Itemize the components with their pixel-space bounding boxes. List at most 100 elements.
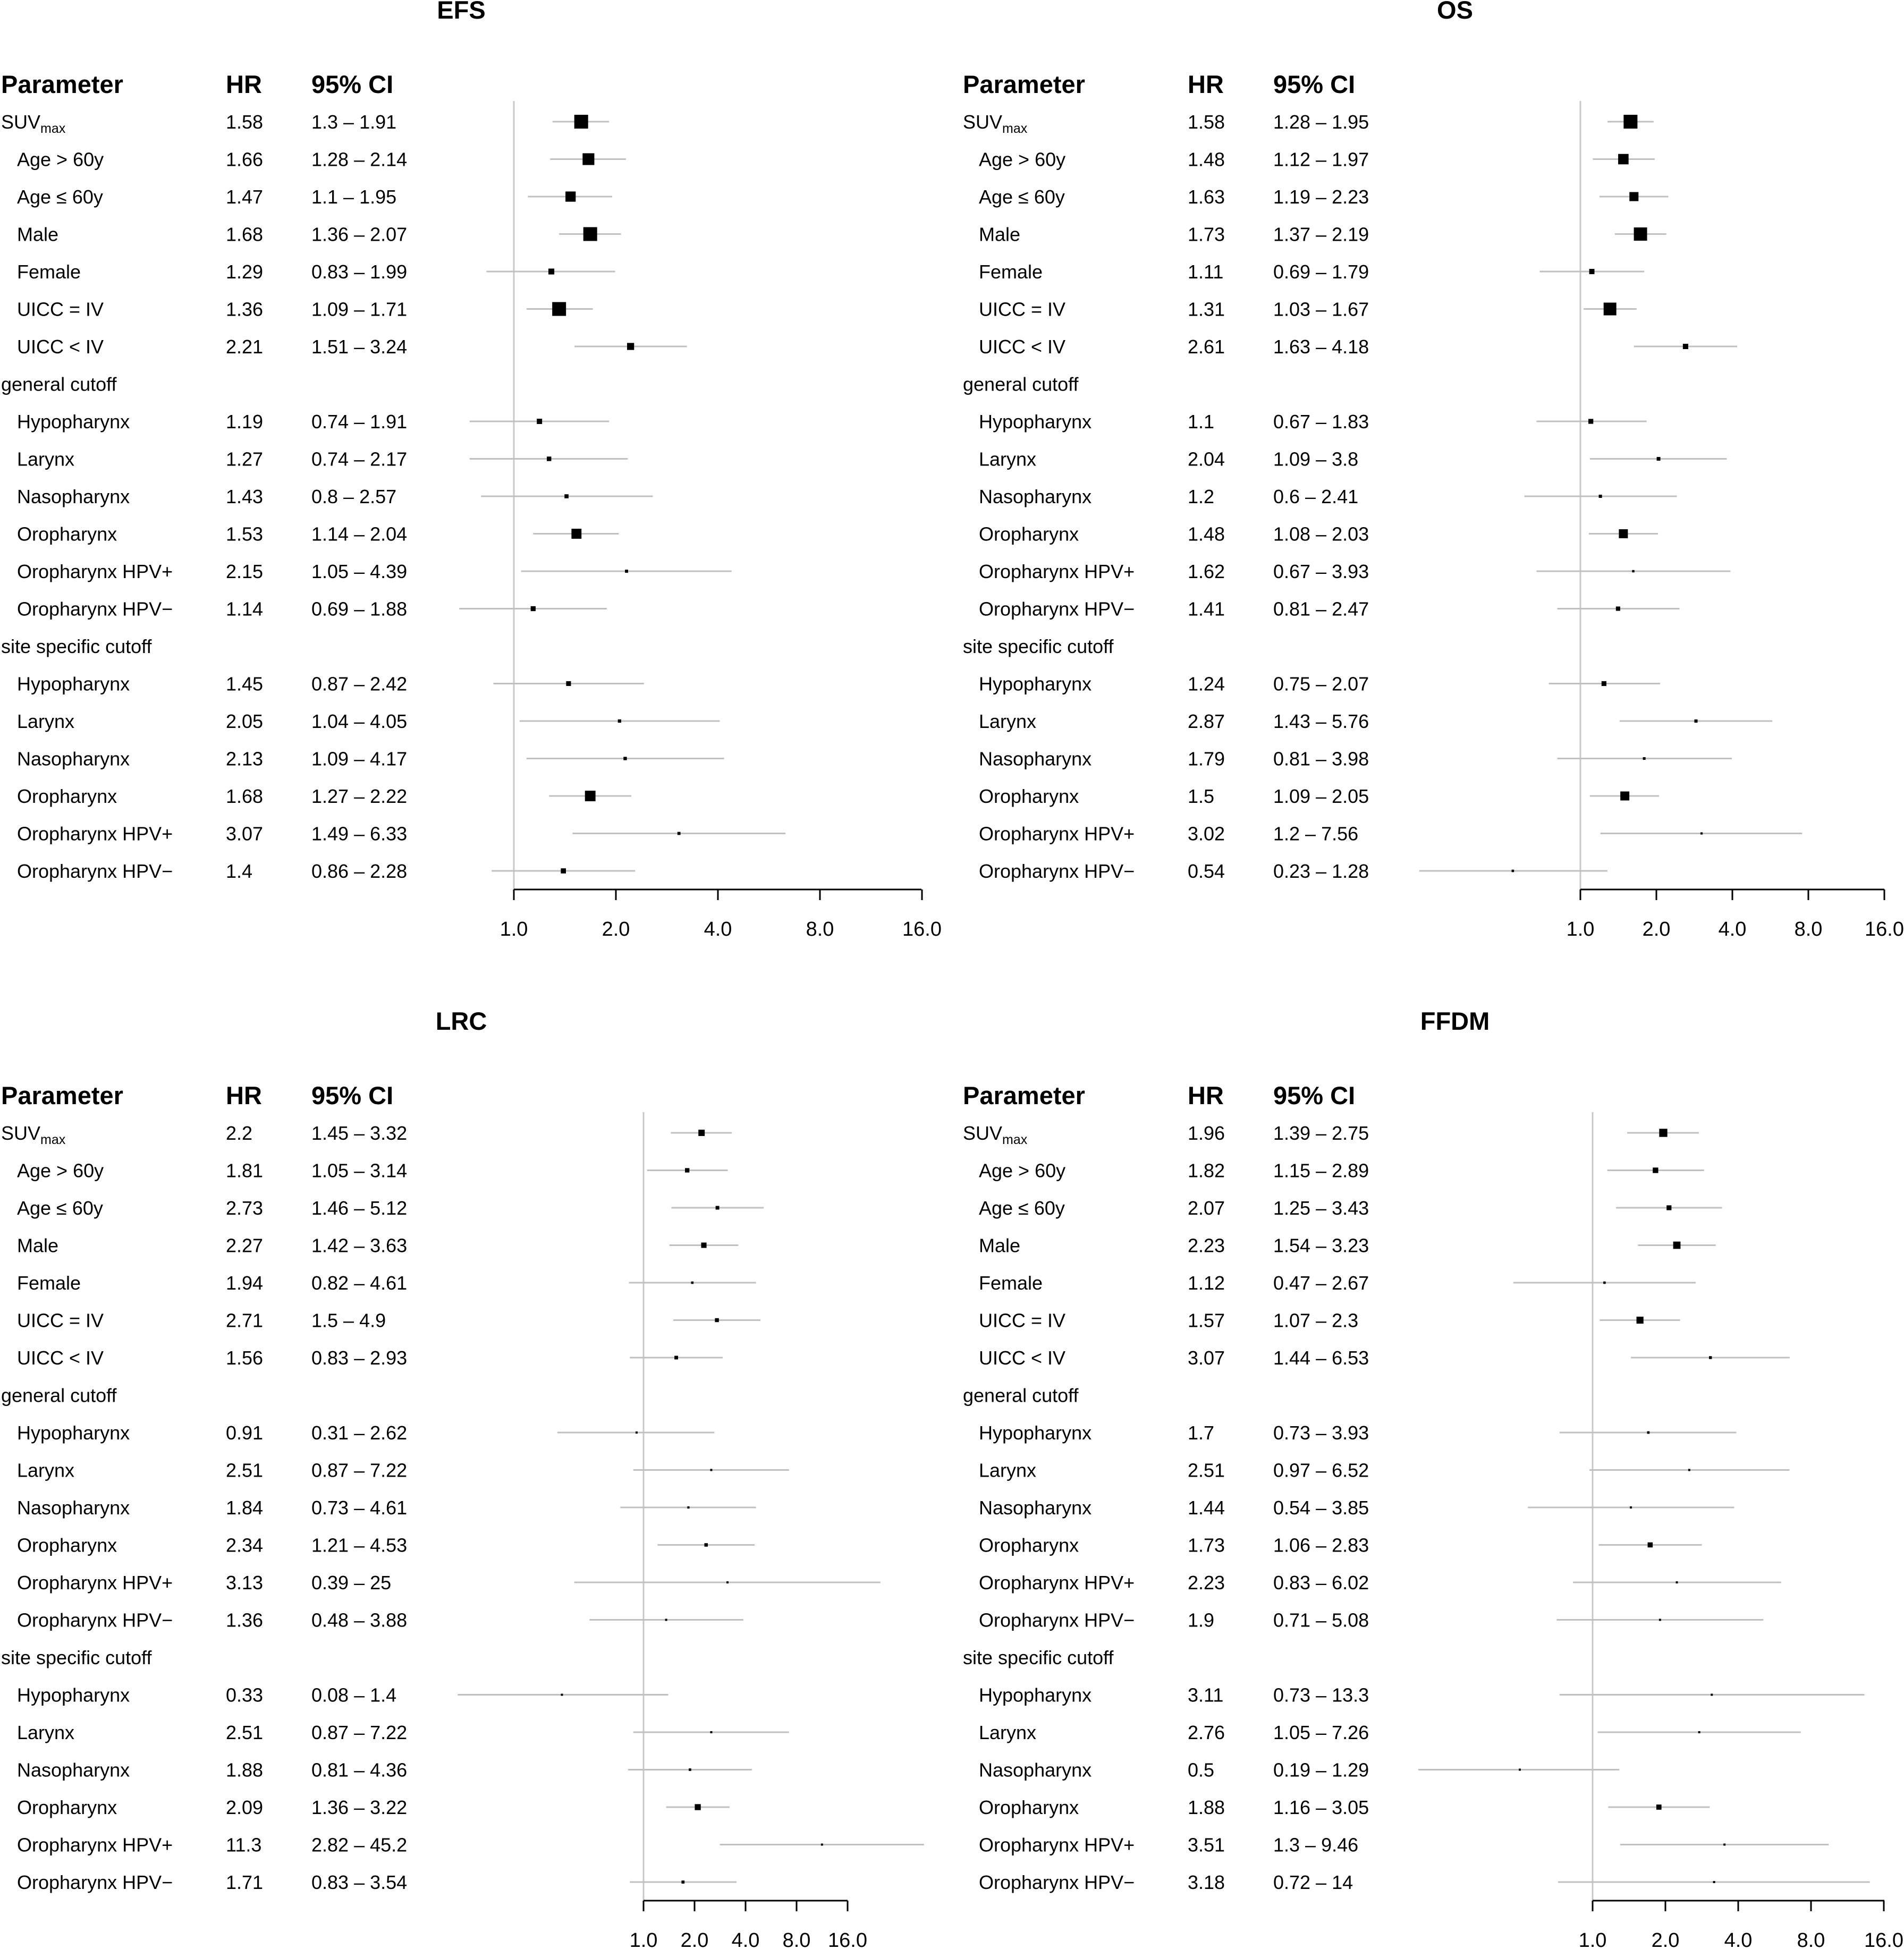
- estimate-box: [1598, 494, 1602, 498]
- x-tick-label: 1.0: [630, 1929, 658, 1949]
- estimate-box: [1588, 419, 1594, 424]
- row-label: Male: [17, 224, 58, 245]
- header-ci: 95% CI: [311, 1081, 393, 1109]
- hr-value: 1.41: [1188, 598, 1225, 620]
- ci-value: 0.73 – 13.3: [1273, 1684, 1369, 1706]
- section-label: site specific cutoff: [1, 635, 152, 657]
- x-tick-label: 8.0: [783, 1929, 811, 1949]
- hr-value: 2.87: [1188, 710, 1225, 732]
- estimate-box: [582, 153, 595, 165]
- estimate-box: [1511, 869, 1514, 872]
- ci-value: 0.83 – 3.54: [311, 1871, 407, 1893]
- ci-value: 0.81 – 2.47: [1273, 598, 1369, 620]
- estimate-box: [546, 456, 552, 461]
- row-label: Oropharynx HPV+: [979, 1834, 1135, 1856]
- hr-value: 1.63: [1188, 186, 1225, 208]
- row-label: Nasopharynx: [979, 1497, 1091, 1519]
- row-label: Oropharynx HPV−: [17, 860, 173, 882]
- estimate-box: [1708, 1356, 1712, 1359]
- row-label: Female: [17, 1272, 81, 1294]
- row-label: SUVmax: [963, 1122, 1028, 1147]
- row-label: Larynx: [17, 1722, 74, 1743]
- ci-value: 1.2 – 7.56: [1273, 823, 1358, 845]
- row-label: Age ≤ 60y: [17, 1197, 103, 1219]
- hr-value: 1.57: [1188, 1310, 1225, 1332]
- row-label: SUVmax: [963, 111, 1028, 136]
- estimate-box: [1673, 1241, 1681, 1249]
- section-label: site specific cutoff: [1, 1647, 152, 1668]
- row-label: Oropharynx: [17, 785, 117, 807]
- hr-value: 0.5: [1188, 1759, 1214, 1781]
- ci-value: 0.67 – 3.93: [1273, 561, 1369, 582]
- header-hr: HR: [1188, 1081, 1224, 1109]
- row-label: Nasopharynx: [17, 1497, 130, 1519]
- estimate-box: [1711, 1693, 1713, 1696]
- row-label: Male: [979, 1235, 1020, 1257]
- estimate-box: [566, 681, 571, 687]
- hr-value: 0.91: [226, 1422, 263, 1444]
- estimate-box: [820, 1843, 823, 1846]
- row-label: SUVmax: [1, 111, 66, 136]
- estimate-box: [1601, 681, 1606, 687]
- estimate-box: [1658, 1618, 1661, 1621]
- hr-value: 11.3: [226, 1834, 261, 1856]
- estimate-box: [1694, 719, 1698, 723]
- estimate-box: [710, 1731, 713, 1733]
- hr-value: 3.13: [226, 1572, 263, 1594]
- panel-title: OS: [1437, 0, 1473, 24]
- x-tick-label: 16.0: [1864, 1929, 1903, 1949]
- hr-value: 1.94: [226, 1272, 263, 1294]
- ci-value: 1.39 – 2.75: [1273, 1122, 1369, 1144]
- row-label: Nasopharynx: [17, 1759, 130, 1781]
- hr-value: 2.23: [1188, 1572, 1225, 1594]
- hr-value: 1.88: [1188, 1797, 1225, 1818]
- x-tick-label: 1.0: [1579, 1929, 1607, 1949]
- ci-value: 0.75 – 2.07: [1273, 673, 1369, 695]
- hr-value: 1.81: [226, 1160, 263, 1182]
- row-label: Oropharynx HPV+: [979, 1572, 1135, 1594]
- estimate-box: [1656, 457, 1661, 461]
- ci-value: 1.08 – 2.03: [1273, 523, 1369, 545]
- ci-value: 1.05 – 3.14: [311, 1160, 407, 1182]
- ci-value: 0.47 – 2.67: [1273, 1272, 1369, 1294]
- header-hr: HR: [226, 70, 262, 98]
- ci-value: 1.05 – 7.26: [1273, 1722, 1369, 1743]
- estimate-box: [1698, 1731, 1700, 1733]
- row-label: Hypopharynx: [979, 1684, 1091, 1706]
- hr-value: 1.47: [226, 186, 263, 208]
- row-label: UICC < IV: [979, 336, 1065, 358]
- forest-panel-lrc: LRC Parameter HR 95% CI SUVmax 2.2 1.45 – 3.32…: [1, 1007, 924, 1949]
- row-label: Oropharynx: [17, 1797, 117, 1818]
- hr-value: 1.58: [226, 111, 263, 133]
- row-label: Oropharynx HPV−: [17, 1609, 173, 1631]
- hr-value: 1.45: [226, 673, 263, 695]
- ci-value: 1.28 – 2.14: [311, 149, 407, 171]
- estimate-box: [1618, 154, 1629, 165]
- estimate-box: [583, 227, 597, 241]
- row-label: Age > 60y: [979, 149, 1065, 171]
- x-tick-label: 4.0: [732, 1929, 760, 1949]
- ci-value: 1.16 – 3.05: [1273, 1797, 1369, 1818]
- ci-value: 0.69 – 1.79: [1273, 261, 1369, 283]
- ci-value: 1.51 – 3.24: [311, 336, 407, 358]
- row-label: Hypopharynx: [17, 673, 130, 695]
- x-tick-label: 1.0: [500, 918, 528, 940]
- estimate-box: [1659, 1129, 1668, 1137]
- row-label: Larynx: [979, 448, 1036, 470]
- estimate-box: [715, 1206, 720, 1210]
- header-parameter: Parameter: [1, 70, 123, 98]
- ci-value: 0.39 – 25: [311, 1572, 391, 1594]
- row-label: UICC = IV: [17, 1310, 104, 1332]
- row-label: Female: [979, 1272, 1043, 1294]
- row-label: Larynx: [979, 1722, 1036, 1743]
- row-label: Age ≤ 60y: [17, 186, 103, 208]
- estimate-box: [1589, 269, 1595, 274]
- estimate-box: [1647, 1542, 1653, 1548]
- row-label: Oropharynx HPV−: [17, 1871, 173, 1893]
- hr-value: 2.61: [1188, 336, 1225, 358]
- row-label: Age ≤ 60y: [979, 186, 1065, 208]
- row-label: UICC = IV: [17, 299, 104, 320]
- ci-value: 0.67 – 1.83: [1273, 411, 1369, 433]
- hr-value: 2.71: [226, 1310, 263, 1332]
